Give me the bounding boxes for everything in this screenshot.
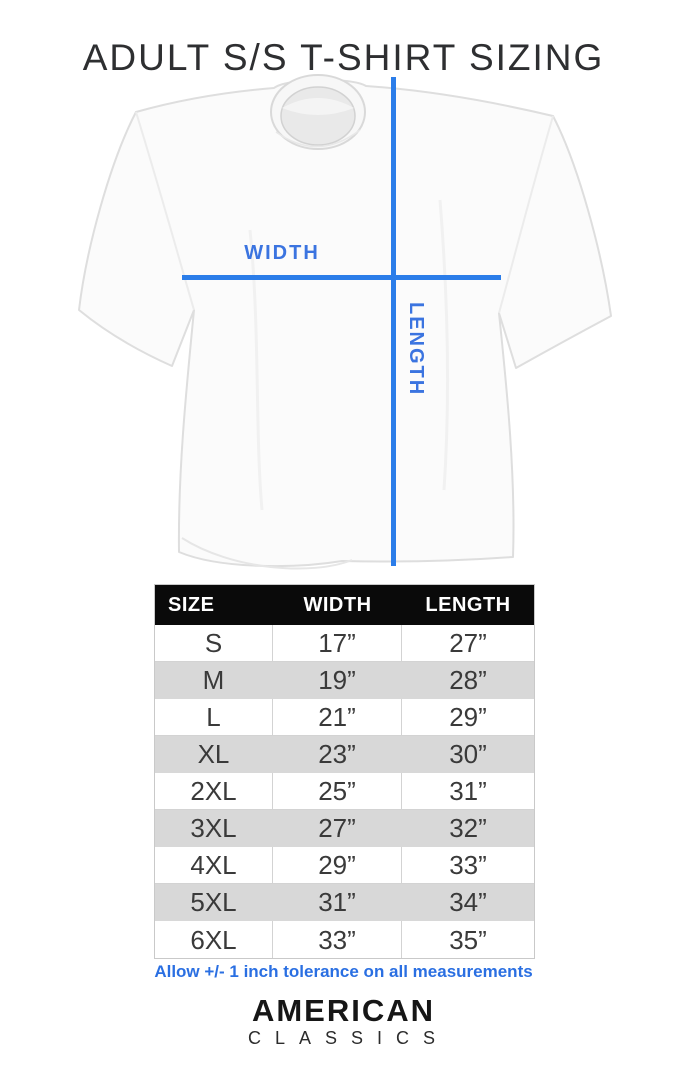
tshirt-collar-inner — [280, 86, 356, 146]
table-row: XL 23” 30” — [155, 736, 534, 773]
table-row: 5XL 31” 34” — [155, 884, 534, 921]
width-cell: 31” — [273, 884, 402, 921]
length-cell: 34” — [402, 884, 534, 921]
width-cell: 33” — [273, 921, 402, 958]
size-cell: L — [155, 699, 273, 736]
tshirt-body-fold-2 — [438, 199, 449, 491]
size-cell: 6XL — [155, 921, 273, 958]
table-header-row: SIZE WIDTH LENGTH — [155, 585, 534, 625]
width-cell: 21” — [273, 699, 402, 736]
length-cell: 28” — [402, 662, 534, 699]
width-label: WIDTH — [244, 242, 320, 264]
page-title: ADULT S/S T-SHIRT SIZING — [82, 36, 605, 78]
length-cell: 31” — [402, 773, 534, 810]
size-chart-table: SIZE WIDTH LENGTH S 17” 27” M 19” 28” L … — [154, 584, 535, 959]
width-cell: 19” — [273, 662, 402, 699]
brand-subname: CLASSICS — [247, 1028, 450, 1049]
table-row: 2XL 25” 31” — [155, 773, 534, 810]
width-cell: 23” — [273, 736, 402, 773]
width-cell: 25” — [273, 773, 402, 810]
width-cell: 27” — [273, 810, 402, 847]
length-label: LENGTH — [405, 302, 427, 397]
size-cell: 2XL — [155, 773, 273, 810]
size-cell: XL — [155, 736, 273, 773]
brand-logo: AMERICAN CLASSICS — [0, 993, 687, 1050]
tshirt-body-fold — [248, 229, 264, 511]
tshirt-collar-stitch — [275, 129, 361, 148]
tshirt-left-sleeve-seam — [135, 111, 195, 311]
tshirt-illustration — [78, 74, 612, 570]
column-header-length: LENGTH — [402, 585, 534, 625]
width-measure-line — [182, 275, 501, 280]
length-cell: 30” — [402, 736, 534, 773]
length-cell: 32” — [402, 810, 534, 847]
size-cell: M — [155, 662, 273, 699]
table-row: 4XL 29” 33” — [155, 847, 534, 884]
length-cell: 27” — [402, 625, 534, 662]
width-cell: 29” — [273, 847, 402, 884]
size-cell: 4XL — [155, 847, 273, 884]
length-cell: 33” — [402, 847, 534, 884]
size-cell: S — [155, 625, 273, 662]
tshirt-hem-fold — [181, 537, 353, 570]
length-cell: 29” — [402, 699, 534, 736]
width-cell: 17” — [273, 625, 402, 662]
size-cell: 3XL — [155, 810, 273, 847]
tshirt-right-sleeve-seam — [498, 115, 554, 314]
column-header-size: SIZE — [155, 585, 273, 625]
length-measure-line — [391, 77, 396, 566]
tshirt-collar-back-panel — [282, 98, 354, 115]
length-cell: 35” — [402, 921, 534, 958]
table-row: S 17” 27” — [155, 625, 534, 662]
table-row: 3XL 27” 32” — [155, 810, 534, 847]
table-row: L 21” 29” — [155, 699, 534, 736]
tshirt-measurement-diagram: WIDTH LENGTH — [0, 70, 687, 580]
table-row: M 19” 28” — [155, 662, 534, 699]
table-row: 6XL 33” 35” — [155, 921, 534, 958]
size-cell: 5XL — [155, 884, 273, 921]
tshirt-body-shape — [78, 78, 612, 568]
tolerance-note: Allow +/- 1 inch tolerance on all measur… — [154, 962, 533, 981]
column-header-width: WIDTH — [273, 585, 402, 625]
brand-name: AMERICAN — [251, 993, 436, 1028]
